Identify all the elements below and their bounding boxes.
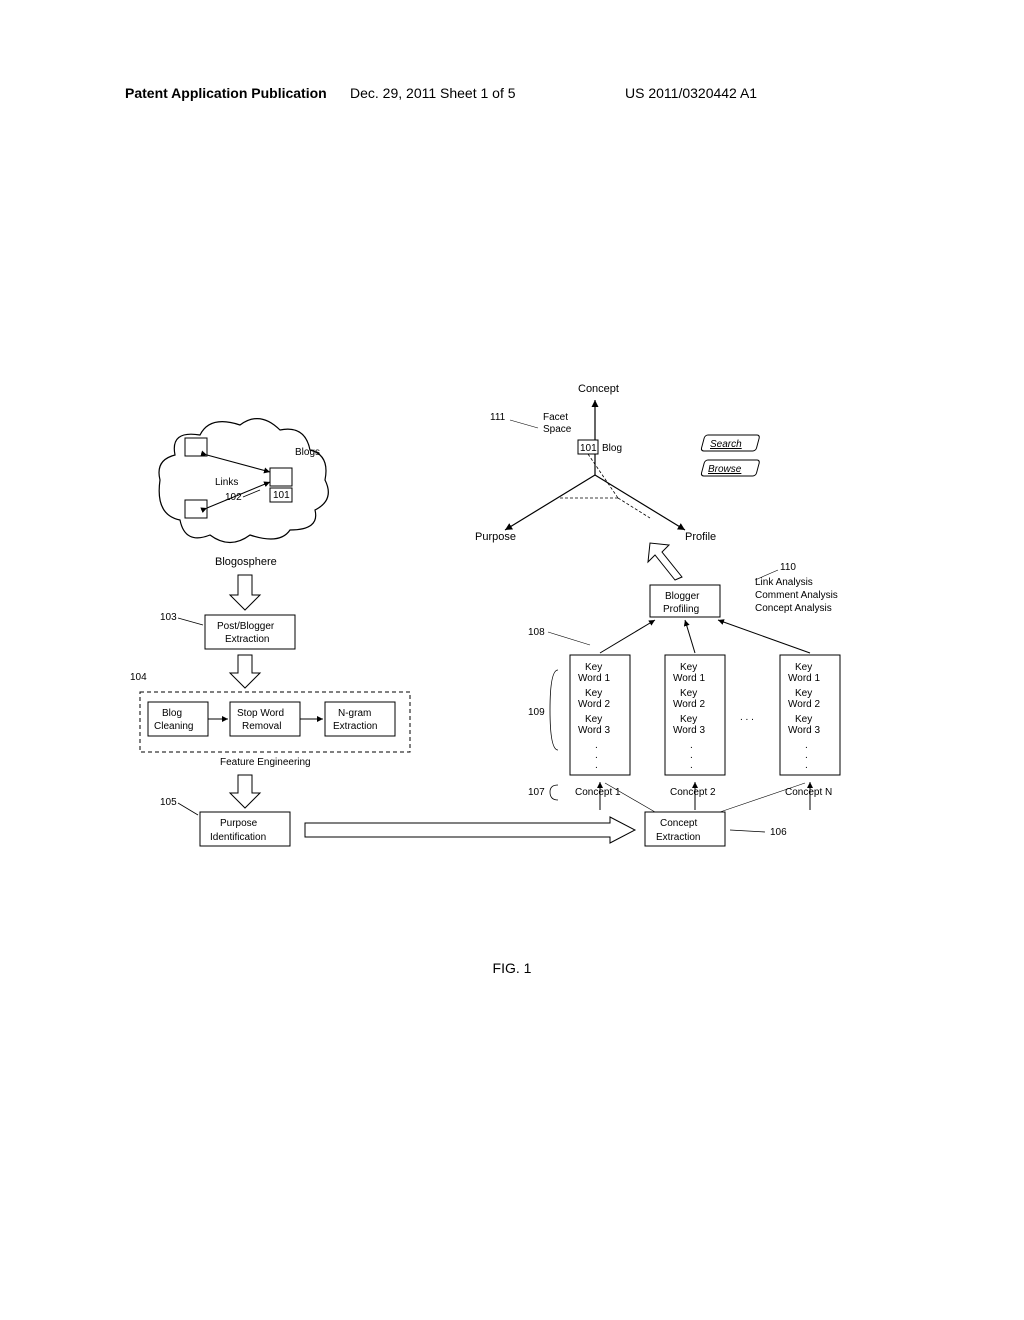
ref-106: 106	[770, 827, 787, 838]
svg-text:Word 2: Word 2	[673, 699, 705, 710]
svg-text:Word 1: Word 1	[788, 673, 820, 684]
arrow-profiling-to-facet	[648, 543, 682, 580]
svg-text:Identification: Identification	[210, 832, 266, 843]
concept-extraction-box: Concept Extraction	[645, 812, 725, 846]
blogosphere-label: Blogosphere	[215, 556, 277, 568]
blogosphere-cloud: Blogs Links 101 102	[159, 419, 328, 543]
ref-103: 103	[160, 612, 177, 623]
svg-text:Word 3: Word 3	[788, 725, 820, 736]
link-analysis-label: Link Analysis	[755, 577, 813, 588]
svg-text:Word 3: Word 3	[673, 725, 705, 736]
svg-text:Word 2: Word 2	[578, 699, 610, 710]
svg-text:Key: Key	[680, 714, 697, 725]
svg-text:Extraction: Extraction	[225, 634, 269, 645]
facet-space: Concept Purpose Profile Facet Space 111 …	[475, 383, 760, 543]
svg-text:.: .	[805, 760, 808, 771]
figure-caption: FIG. 1	[0, 960, 1024, 976]
svg-text:Key: Key	[680, 662, 697, 673]
svg-text:Removal: Removal	[242, 721, 281, 732]
ref-101b: 101	[580, 443, 597, 454]
arrow-down-1	[230, 575, 260, 610]
header-date-sheet: Dec. 29, 2011 Sheet 1 of 5	[350, 85, 516, 101]
arrow-right-big	[305, 817, 635, 843]
concept-axis-label: Concept	[578, 383, 619, 395]
concepts-ellipsis: . . .	[740, 712, 754, 723]
ref-110: 110	[780, 562, 796, 573]
svg-text:Key: Key	[680, 688, 697, 699]
comment-analysis-label: Comment Analysis	[755, 590, 838, 601]
ref-111: 111	[490, 412, 506, 423]
ref-109: 109	[528, 707, 545, 718]
svg-text:Extraction: Extraction	[333, 721, 377, 732]
svg-text:Purpose: Purpose	[220, 818, 258, 829]
svg-text:Space: Space	[543, 424, 572, 435]
blogs-label: Blogs	[295, 447, 320, 458]
ref-102: 102	[225, 492, 242, 503]
concept-n-label: Concept N	[785, 787, 832, 798]
header-pub-number: US 2011/0320442 A1	[625, 85, 757, 101]
concept-columns: Key Word 1 Key Word 2 Key Word 3 . . . C…	[570, 655, 840, 812]
arrow-down-3	[230, 775, 260, 808]
page: Patent Application Publication Dec. 29, …	[0, 0, 1024, 1320]
ref-104: 104	[130, 672, 147, 683]
links-label: Links	[215, 477, 238, 488]
ref-105: 105	[160, 797, 177, 808]
header-publication: Patent Application Publication	[125, 85, 327, 101]
svg-text:Facet: Facet	[543, 412, 568, 423]
svg-text:Blogger: Blogger	[665, 591, 700, 602]
blog-label: Blog	[602, 443, 622, 454]
ref-101: 101	[273, 490, 290, 501]
arrow-down-2	[230, 655, 260, 688]
feature-engineering-group: Blog Cleaning Stop Word Removal N-gram E…	[140, 692, 410, 768]
search-button[interactable]: Search	[710, 439, 742, 450]
svg-text:Post/Blogger: Post/Blogger	[217, 621, 275, 632]
post-blogger-extraction-box: Post/Blogger Extraction	[205, 615, 295, 649]
svg-text:Word 1: Word 1	[578, 673, 610, 684]
svg-text:Concept: Concept	[660, 818, 697, 829]
purpose-axis-label: Purpose	[475, 531, 516, 543]
concept-2-label: Concept 2	[670, 787, 716, 798]
concept-analysis-label: Concept Analysis	[755, 603, 832, 614]
svg-text:Blog: Blog	[162, 708, 182, 719]
svg-text:Key: Key	[795, 688, 812, 699]
svg-text:Word 2: Word 2	[788, 699, 820, 710]
svg-text:Profiling: Profiling	[663, 604, 699, 615]
svg-text:Key: Key	[795, 662, 812, 673]
svg-text:Cleaning: Cleaning	[154, 721, 193, 732]
svg-text:N-gram: N-gram	[338, 708, 371, 719]
svg-text:Word 3: Word 3	[578, 725, 610, 736]
ref-107: 107	[528, 787, 545, 798]
browse-button[interactable]: Browse	[708, 464, 742, 475]
svg-text:Key: Key	[585, 714, 602, 725]
svg-text:Key: Key	[585, 662, 602, 673]
figure-1: Blogs Links 101 102 Blogosphere Post/Blo…	[130, 380, 890, 940]
svg-text:Stop Word: Stop Word	[237, 708, 284, 719]
concept-1-label: Concept 1	[575, 787, 621, 798]
svg-text:Key: Key	[795, 714, 812, 725]
svg-text:.: .	[690, 760, 693, 771]
feature-engineering-label: Feature Engineering	[220, 757, 311, 768]
svg-text:.: .	[595, 760, 598, 771]
ref-108: 108	[528, 627, 545, 638]
purpose-identification-box: Purpose Identification	[200, 812, 290, 846]
blogger-profiling-box: Blogger Profiling	[650, 585, 720, 617]
svg-text:Key: Key	[585, 688, 602, 699]
profile-axis-label: Profile	[685, 531, 716, 543]
svg-text:Word 1: Word 1	[673, 673, 705, 684]
svg-text:Extraction: Extraction	[656, 832, 700, 843]
